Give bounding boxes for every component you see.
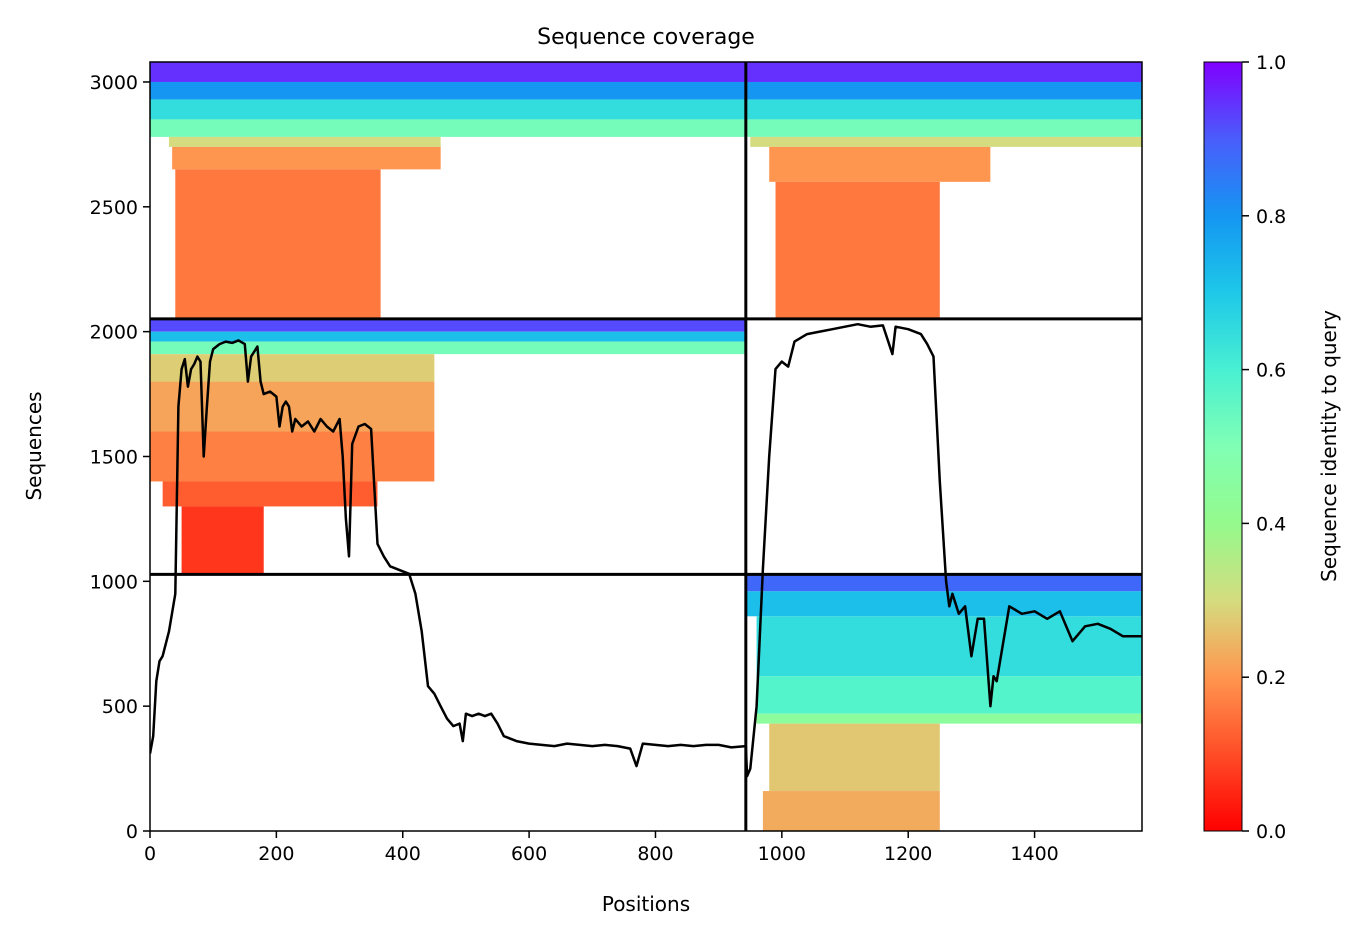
- coverage-band: [745, 81, 1142, 100]
- coverage-band: [745, 62, 1142, 82]
- coverage-band: [150, 318, 746, 332]
- y-tick-label: 500: [102, 696, 138, 718]
- y-tick-label: 2000: [90, 322, 138, 344]
- coverage-band: [769, 723, 940, 792]
- x-tick-label: 600: [511, 843, 547, 865]
- colorbar-tick-label: 1.0: [1256, 52, 1286, 74]
- plot-area: [150, 62, 1142, 831]
- plot-frame: [149, 61, 1143, 832]
- coverage-band: [762, 791, 940, 831]
- coverage-band: [150, 431, 435, 482]
- colorbar-tick-label: 0.2: [1256, 667, 1286, 689]
- coverage-band: [168, 136, 441, 147]
- coverage-band: [150, 81, 746, 100]
- coverage-band: [181, 506, 264, 575]
- chart-title: Sequence coverage: [537, 25, 755, 50]
- x-axis-label: Positions: [602, 892, 690, 916]
- y-axis: 0 500 1000 1500 2000 2500 3000: [90, 72, 150, 843]
- x-tick-label: 800: [637, 843, 673, 865]
- coverage-band: [756, 713, 1142, 724]
- colorbar-label: Sequence identity to query: [1317, 310, 1341, 582]
- coverage-band: [150, 99, 746, 120]
- colorbar-tick-label: 0.0: [1256, 821, 1286, 843]
- y-axis-label: Sequences: [22, 391, 46, 500]
- coverage-line: [150, 322, 1142, 778]
- coverage-band: [150, 119, 746, 137]
- coverage-band: [745, 99, 1142, 120]
- coverage-band: [745, 119, 1142, 137]
- colorbar-tick-label: 0.8: [1256, 206, 1286, 228]
- coverage-band: [175, 169, 381, 319]
- coverage-band: [150, 62, 746, 82]
- x-axis: 0 200 400 600 800 1000 1200 1400: [144, 831, 1059, 865]
- coverage-band: [775, 181, 940, 319]
- x-tick-label: 0: [144, 843, 156, 865]
- x-tick-label: 1200: [884, 843, 932, 865]
- x-tick-label: 1000: [758, 843, 806, 865]
- coverage-band: [162, 481, 378, 507]
- coverage-band: [750, 136, 1142, 147]
- coverage-band: [756, 676, 1142, 714]
- coverage-band: [150, 341, 746, 355]
- colorbar: [1203, 61, 1243, 832]
- coverage-band: [172, 146, 441, 170]
- colorbar-axis: 0.0 0.2 0.4 0.6 0.8 1.0: [1242, 52, 1286, 843]
- x-tick-label: 200: [258, 843, 294, 865]
- coverage-band: [769, 146, 991, 182]
- colorbar-tick-label: 0.6: [1256, 360, 1286, 382]
- block-dividers: [150, 62, 1142, 831]
- x-tick-label: 1400: [1010, 843, 1058, 865]
- y-tick-label: 3000: [90, 72, 138, 94]
- colorbar-tick-label: 0.4: [1256, 513, 1286, 535]
- y-tick-label: 1000: [90, 571, 138, 593]
- coverage-band: [756, 616, 1142, 677]
- coverage-band: [745, 591, 1142, 617]
- x-tick-label: 400: [385, 843, 421, 865]
- coverage-band: [745, 574, 1142, 592]
- y-tick-label: 1500: [90, 446, 138, 468]
- y-tick-label: 2500: [90, 197, 138, 219]
- coverage-band: [150, 331, 746, 342]
- y-tick-label: 0: [126, 821, 138, 843]
